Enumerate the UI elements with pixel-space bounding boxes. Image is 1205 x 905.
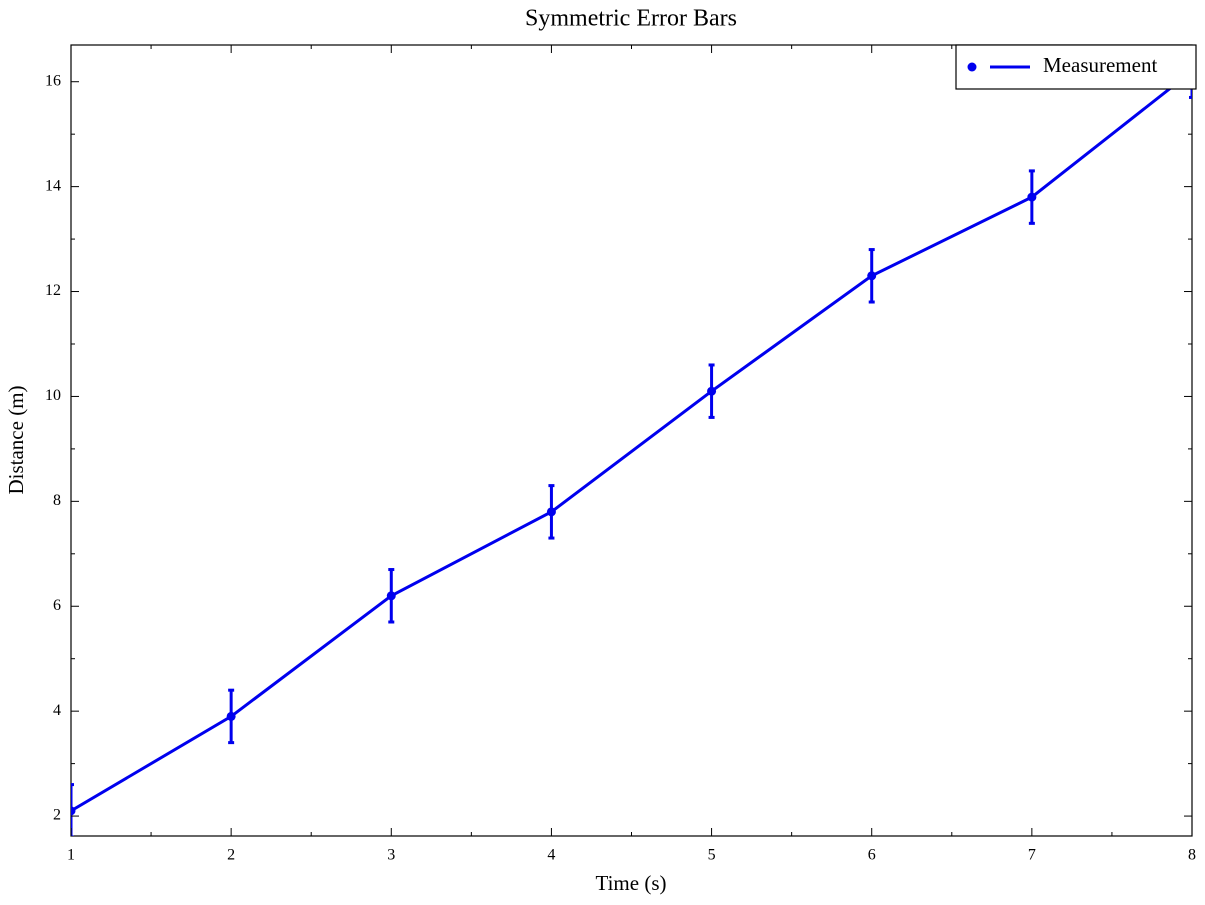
data-point (1027, 192, 1037, 202)
data-point (386, 591, 396, 601)
x-tick-label: 2 (227, 847, 235, 864)
data-point (71, 806, 76, 816)
chart-title: Symmetric Error Bars (525, 6, 737, 32)
y-tick-label: 10 (45, 387, 61, 404)
x-tick-label: 6 (868, 847, 876, 864)
data-point (707, 386, 717, 396)
x-axis-label: Time (s) (596, 871, 667, 895)
x-tick-label: 3 (387, 847, 395, 864)
x-tick-label: 5 (708, 847, 716, 864)
x-tick-label: 7 (1028, 847, 1036, 864)
y-tick-label: 4 (53, 702, 61, 719)
y-tick-label: 14 (45, 177, 61, 194)
x-tick-label: 4 (547, 847, 555, 864)
legend-marker (967, 62, 977, 72)
data-line (71, 70, 1192, 813)
error-bar (71, 783, 74, 836)
y-tick-label: 12 (45, 282, 61, 299)
legend-label: Measurement (1043, 53, 1157, 77)
error-bar (1189, 45, 1192, 99)
plot-frame (70, 44, 1193, 837)
y-tick-label: 2 (53, 807, 61, 824)
y-tick-label: 6 (53, 597, 61, 614)
data-point (867, 271, 877, 281)
y-tick-label: 16 (45, 72, 61, 89)
data-point (226, 711, 236, 721)
y-axis-label: Distance (m) (4, 385, 28, 494)
y-tick-label: 8 (53, 492, 61, 509)
x-tick-label: 8 (1188, 847, 1196, 864)
plot-area (71, 45, 1192, 836)
data-point (546, 507, 556, 517)
x-tick-label: 1 (67, 847, 75, 864)
